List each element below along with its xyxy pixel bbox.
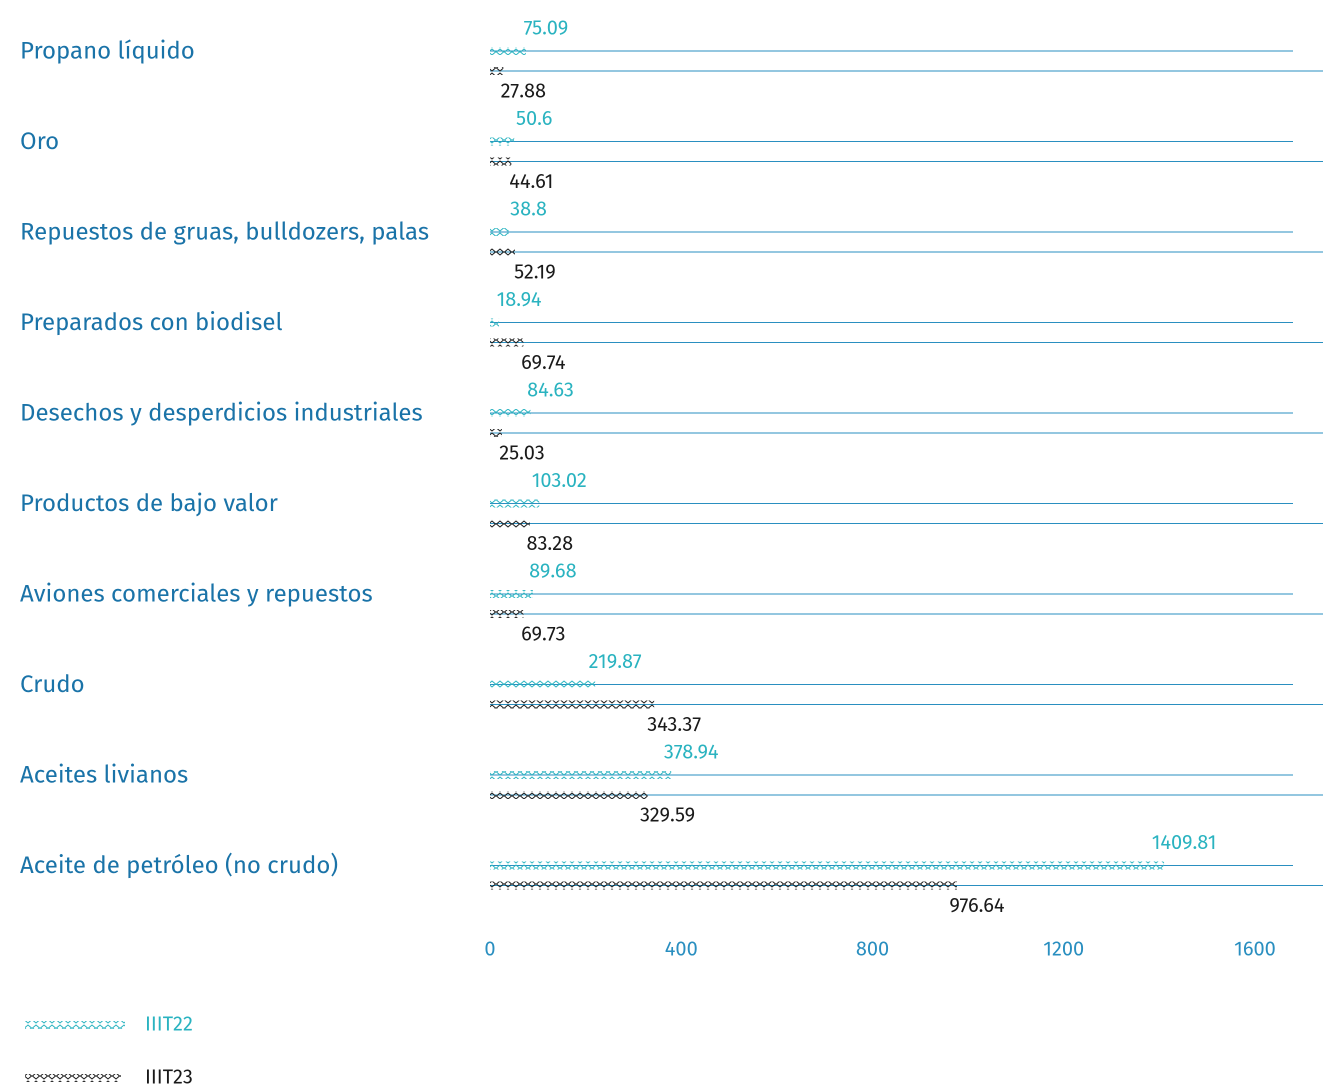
- bar: [490, 137, 515, 146]
- value-label: 69.74: [521, 351, 566, 375]
- legend-label: IIIT22: [145, 1012, 193, 1036]
- category-label: Propano líquido: [20, 37, 195, 65]
- value-label: 89.68: [529, 559, 576, 583]
- bar: [490, 861, 1165, 870]
- legend-swatch: [25, 1074, 121, 1082]
- bar: [490, 499, 540, 508]
- legend-swatch: [25, 1021, 125, 1029]
- value-label: 18.94: [497, 288, 542, 312]
- bar: [490, 429, 502, 437]
- category-label: Aceite de petróleo (no crudo): [20, 852, 338, 880]
- bar: [490, 881, 957, 890]
- bar: [490, 791, 648, 799]
- value-label: 75.09: [524, 16, 569, 40]
- value-label: 83.28: [526, 532, 573, 556]
- value-label: 84.63: [527, 378, 574, 402]
- bar: [490, 700, 655, 709]
- legend-label: IIIT23: [145, 1065, 193, 1089]
- x-tick-label: 1600: [1234, 937, 1276, 961]
- bar: [490, 47, 526, 55]
- value-label: 38.8: [510, 197, 547, 221]
- bar: [490, 409, 531, 417]
- bar: [490, 338, 524, 347]
- value-label: 52.19: [514, 260, 556, 284]
- x-tick-label: 800: [856, 937, 889, 961]
- value-label: 219.87: [589, 650, 642, 674]
- bar: [490, 248, 515, 256]
- bar: [490, 157, 512, 166]
- bar: [490, 610, 524, 618]
- category-label: Preparados con biodisel: [20, 309, 283, 337]
- value-label: 343.37: [647, 713, 701, 737]
- value-label: 27.88: [501, 79, 546, 103]
- x-tick-label: 400: [665, 937, 698, 961]
- value-label: 69.73: [521, 622, 565, 646]
- category-label: Repuestos de gruas, bulldozers, palas: [20, 218, 429, 246]
- category-label: Crudo: [20, 671, 85, 699]
- category-label: Productos de bajo valor: [20, 490, 279, 518]
- bar: [490, 590, 533, 598]
- bar: [490, 228, 509, 236]
- value-label: 329.59: [640, 803, 695, 827]
- value-label: 50.6: [516, 107, 552, 131]
- bar: [490, 771, 672, 779]
- x-tick-label: 1200: [1043, 937, 1084, 961]
- category-label: Aceites livianos: [20, 761, 188, 789]
- bar: [490, 680, 596, 689]
- bar: [490, 318, 500, 327]
- value-label: 25.03: [499, 441, 544, 465]
- bar: [490, 519, 530, 528]
- value-label: 44.61: [509, 170, 553, 194]
- bar: [490, 67, 504, 75]
- category-label: Aviones comerciales y repuestos: [20, 580, 373, 608]
- category-label: Desechos y desperdicios industriales: [20, 399, 423, 427]
- value-label: 1409.81: [1152, 831, 1217, 855]
- value-label: 976.64: [949, 894, 1005, 918]
- x-tick-label: 0: [484, 937, 495, 961]
- value-label: 378.94: [664, 740, 719, 764]
- value-label: 103.02: [532, 469, 587, 493]
- category-label: Oro: [20, 128, 59, 156]
